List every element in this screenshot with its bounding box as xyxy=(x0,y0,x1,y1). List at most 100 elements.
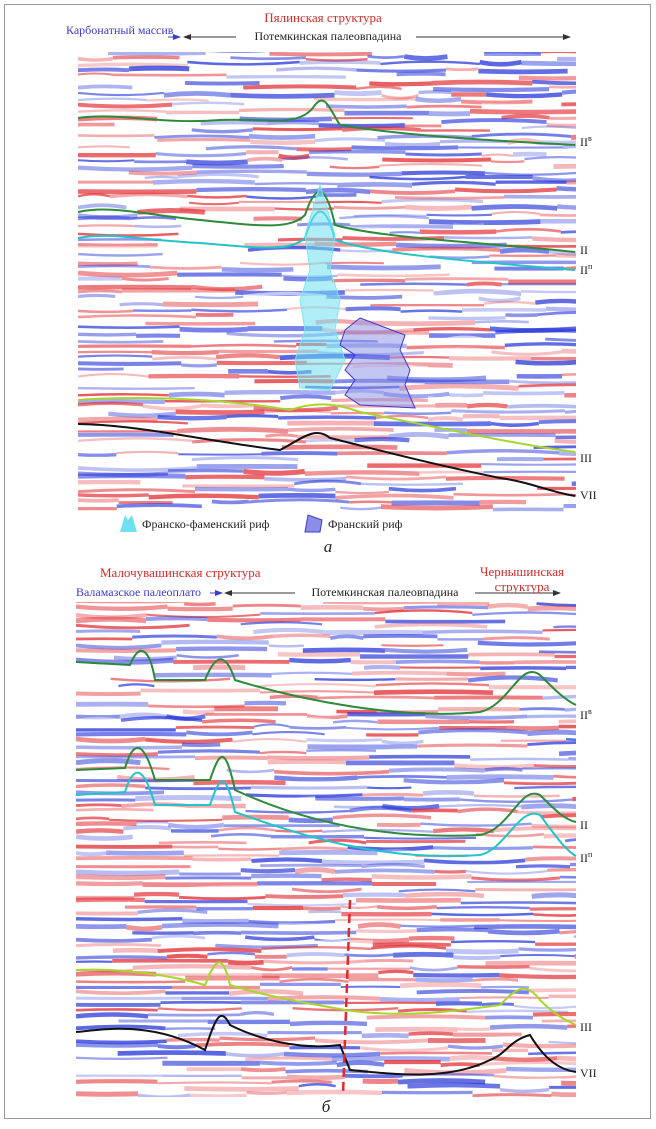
reflector xyxy=(405,154,481,155)
reflector xyxy=(78,245,158,246)
reflector xyxy=(453,225,484,226)
reflector xyxy=(372,876,472,877)
reflector xyxy=(176,727,254,728)
legend-icon xyxy=(305,515,322,532)
reflector xyxy=(491,161,524,162)
horizon-label: II xyxy=(580,243,588,257)
reflector xyxy=(76,734,186,735)
reflector xyxy=(566,739,619,740)
reflector xyxy=(227,416,279,417)
reflector xyxy=(159,842,247,843)
reflector xyxy=(437,907,530,908)
reflector xyxy=(454,937,573,938)
reflector xyxy=(397,448,502,449)
reflector xyxy=(485,1080,561,1081)
reflector xyxy=(140,485,182,486)
reflector xyxy=(538,312,623,314)
reflector xyxy=(424,860,525,862)
reflector xyxy=(78,254,163,255)
reflector xyxy=(163,341,273,342)
reflector xyxy=(483,393,564,394)
reflector xyxy=(435,871,466,872)
reflector xyxy=(500,955,574,956)
reflector xyxy=(78,73,111,74)
reflector xyxy=(78,141,157,144)
reflector xyxy=(441,1064,480,1065)
reflector xyxy=(212,501,249,502)
reflector xyxy=(389,489,456,491)
reflector xyxy=(245,1058,332,1059)
horizon-label: IIв xyxy=(580,134,592,149)
reflector xyxy=(529,985,638,988)
reflector xyxy=(483,638,550,639)
reflector xyxy=(259,180,370,182)
reflector xyxy=(399,386,518,389)
reflector xyxy=(76,837,133,839)
reflector xyxy=(478,71,567,72)
reflector xyxy=(260,1063,337,1064)
reflector xyxy=(184,1088,298,1089)
reflector xyxy=(485,769,523,770)
reflector xyxy=(76,991,165,993)
reflector xyxy=(532,82,619,84)
reflector xyxy=(495,330,601,332)
reflector xyxy=(76,694,141,695)
reflector xyxy=(269,646,304,647)
reflector xyxy=(123,827,171,829)
reflector xyxy=(505,619,611,621)
reflector xyxy=(345,955,394,956)
reflector xyxy=(132,89,243,90)
reflector xyxy=(389,434,449,436)
reflector xyxy=(500,1090,549,1092)
reflector xyxy=(555,441,595,442)
reflector xyxy=(402,87,433,89)
reflector xyxy=(230,95,334,96)
reflector xyxy=(333,721,378,722)
reflector xyxy=(514,787,630,788)
reflector xyxy=(233,605,301,606)
reflector xyxy=(78,273,177,275)
reflector xyxy=(486,373,517,375)
reflector xyxy=(162,924,279,926)
reflector xyxy=(287,954,345,955)
reflector xyxy=(158,1046,195,1047)
reflector xyxy=(390,232,420,233)
reflector xyxy=(260,752,306,753)
reflector xyxy=(272,1081,332,1082)
reflector xyxy=(516,362,581,363)
reflector xyxy=(183,711,214,712)
reflector xyxy=(207,620,300,621)
legend-icon xyxy=(120,515,137,532)
reflector xyxy=(474,926,578,927)
reflector xyxy=(527,743,632,745)
reflector xyxy=(122,279,169,281)
reflector xyxy=(284,1054,380,1055)
reflector xyxy=(202,508,246,509)
horizon-label: II xyxy=(580,818,588,832)
reflector xyxy=(180,329,248,330)
reflector xyxy=(76,601,184,602)
reflector xyxy=(441,120,546,122)
reflector xyxy=(207,953,254,954)
reflector xyxy=(385,144,440,145)
reflector xyxy=(147,100,209,101)
reflector xyxy=(455,190,557,192)
reflector xyxy=(367,1016,486,1017)
reflector xyxy=(327,267,441,268)
reflector xyxy=(161,941,215,943)
reflector xyxy=(413,975,499,976)
reflector xyxy=(135,798,241,799)
reflector xyxy=(356,70,446,71)
reflector xyxy=(358,924,401,926)
reflector xyxy=(429,222,540,223)
reflector xyxy=(247,197,318,199)
reflector xyxy=(480,62,522,64)
reflector xyxy=(492,212,540,214)
reflector xyxy=(191,310,287,312)
reflector xyxy=(528,1053,643,1054)
reflector xyxy=(181,365,217,366)
reflector xyxy=(161,238,278,239)
reflector xyxy=(78,110,166,111)
reflector xyxy=(126,927,161,929)
